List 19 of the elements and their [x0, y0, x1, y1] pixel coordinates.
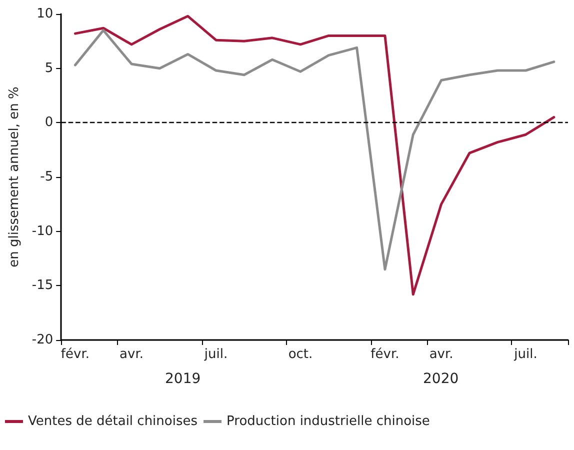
y-tick-label: 10	[36, 6, 54, 22]
text: 2020	[423, 371, 459, 387]
x-tick-label: févr.	[60, 347, 90, 362]
legend-label: Production industrielle chinoise	[226, 414, 430, 429]
x-tick-label: févr.	[370, 347, 400, 362]
y-tick-label: -15	[32, 278, 54, 294]
x-tick-label: avr.	[429, 347, 454, 362]
text: 2019	[165, 371, 201, 387]
x-tick-label: juil.	[513, 347, 538, 362]
y-tick-label: -5	[40, 170, 54, 184]
y-axis-title: en glissement annuel, en %	[7, 86, 22, 268]
legend-label: Ventes de détail chinoises	[28, 414, 198, 429]
x-tick-label: oct.	[288, 347, 313, 362]
x-tick-label: juil.	[203, 347, 228, 362]
y-tick-label: 0	[44, 115, 54, 130]
y-tick-label: -20	[32, 332, 54, 348]
x-tick-label: avr.	[120, 347, 144, 362]
y-tick-label: -10	[32, 224, 54, 239]
y-tick-label: 5	[44, 60, 54, 76]
